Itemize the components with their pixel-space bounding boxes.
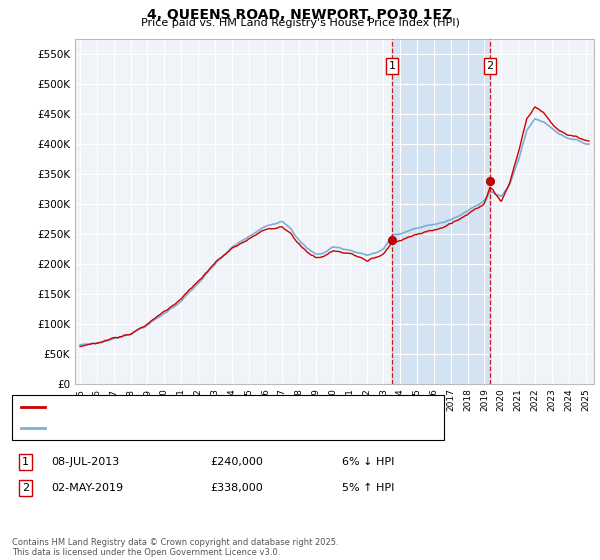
Text: Contains HM Land Registry data © Crown copyright and database right 2025.
This d: Contains HM Land Registry data © Crown c… — [12, 538, 338, 557]
Text: 4, QUEENS ROAD, NEWPORT, PO30 1EZ: 4, QUEENS ROAD, NEWPORT, PO30 1EZ — [148, 8, 452, 22]
Text: 1: 1 — [389, 61, 395, 71]
Text: 5% ↑ HPI: 5% ↑ HPI — [342, 483, 394, 493]
Text: 4, QUEENS ROAD, NEWPORT, PO30 1EZ (detached house): 4, QUEENS ROAD, NEWPORT, PO30 1EZ (detac… — [49, 402, 350, 412]
Text: 08-JUL-2013: 08-JUL-2013 — [51, 457, 119, 467]
Text: 1: 1 — [22, 457, 29, 467]
Text: 6% ↓ HPI: 6% ↓ HPI — [342, 457, 394, 467]
Text: 02-MAY-2019: 02-MAY-2019 — [51, 483, 123, 493]
Bar — [392, 39, 490, 384]
Text: HPI: Average price, detached house, Isle of Wight: HPI: Average price, detached house, Isle… — [49, 423, 307, 433]
Text: £240,000: £240,000 — [210, 457, 263, 467]
Text: £338,000: £338,000 — [210, 483, 263, 493]
Text: Price paid vs. HM Land Registry's House Price Index (HPI): Price paid vs. HM Land Registry's House … — [140, 18, 460, 29]
Text: 2: 2 — [487, 61, 494, 71]
Text: 2: 2 — [22, 483, 29, 493]
